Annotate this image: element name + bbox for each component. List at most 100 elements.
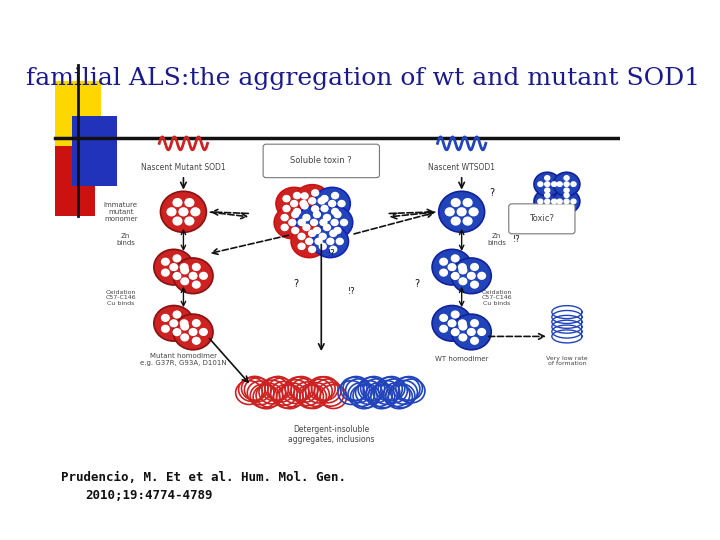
Circle shape — [432, 249, 472, 285]
Circle shape — [449, 320, 456, 327]
Circle shape — [545, 182, 550, 186]
Circle shape — [189, 272, 197, 279]
Circle shape — [180, 320, 188, 327]
Circle shape — [478, 328, 485, 335]
Circle shape — [451, 255, 459, 262]
Circle shape — [161, 191, 207, 232]
Circle shape — [440, 326, 447, 332]
Circle shape — [471, 281, 478, 288]
Circle shape — [534, 172, 561, 196]
Circle shape — [552, 182, 557, 186]
Circle shape — [471, 264, 478, 271]
Circle shape — [185, 199, 194, 206]
Circle shape — [534, 190, 561, 213]
Circle shape — [451, 314, 491, 350]
Text: Mutant homodimer
e.g. G37R, G93A, D101N: Mutant homodimer e.g. G37R, G93A, D101N — [140, 353, 227, 366]
Circle shape — [192, 264, 200, 271]
Circle shape — [306, 238, 312, 245]
Text: Oxidation
C57-C146
Cu binds: Oxidation C57-C146 Cu binds — [105, 289, 136, 306]
Circle shape — [432, 306, 472, 341]
Circle shape — [538, 182, 543, 186]
Circle shape — [440, 258, 447, 265]
Circle shape — [319, 233, 326, 240]
Circle shape — [330, 230, 337, 237]
Circle shape — [300, 200, 307, 207]
Text: !?: !? — [348, 287, 355, 296]
Circle shape — [301, 202, 308, 209]
Bar — [72, 116, 117, 186]
Circle shape — [332, 192, 338, 199]
Circle shape — [289, 219, 296, 226]
Circle shape — [298, 233, 305, 240]
Circle shape — [459, 323, 467, 330]
Circle shape — [451, 311, 459, 318]
Circle shape — [459, 267, 467, 274]
Circle shape — [471, 338, 478, 344]
Circle shape — [459, 320, 466, 327]
Circle shape — [185, 217, 194, 225]
Circle shape — [545, 205, 550, 210]
Circle shape — [538, 199, 543, 204]
Circle shape — [303, 214, 310, 221]
Circle shape — [451, 273, 459, 279]
Circle shape — [180, 264, 188, 271]
Circle shape — [199, 328, 207, 335]
Circle shape — [191, 208, 199, 215]
Text: ?: ? — [490, 188, 495, 198]
Circle shape — [173, 314, 213, 350]
Circle shape — [192, 338, 200, 344]
FancyBboxPatch shape — [263, 144, 379, 178]
Circle shape — [174, 329, 181, 335]
Circle shape — [552, 199, 557, 204]
Circle shape — [438, 191, 485, 232]
Circle shape — [451, 217, 460, 225]
Circle shape — [303, 224, 310, 231]
Circle shape — [334, 227, 341, 234]
Circle shape — [553, 190, 580, 213]
Text: Soluble toxin ?: Soluble toxin ? — [290, 157, 352, 165]
Circle shape — [571, 199, 576, 204]
Text: Zn
binds: Zn binds — [117, 233, 135, 246]
Circle shape — [179, 208, 188, 215]
Circle shape — [291, 200, 297, 207]
Circle shape — [463, 199, 472, 206]
Text: Zn
binds: Zn binds — [487, 233, 506, 246]
Circle shape — [274, 206, 310, 239]
Circle shape — [313, 227, 320, 234]
Circle shape — [341, 219, 348, 226]
Circle shape — [564, 205, 569, 210]
Circle shape — [545, 193, 550, 198]
Circle shape — [336, 238, 343, 245]
Circle shape — [320, 219, 327, 226]
Circle shape — [459, 278, 467, 285]
Circle shape — [318, 198, 325, 204]
Text: Nascent Mutant SOD1: Nascent Mutant SOD1 — [141, 164, 226, 172]
Circle shape — [154, 306, 194, 341]
Text: !?: !? — [328, 249, 336, 258]
Circle shape — [161, 314, 169, 321]
Circle shape — [331, 219, 338, 226]
Circle shape — [199, 272, 207, 279]
Circle shape — [471, 320, 478, 327]
Text: WT homodimer: WT homodimer — [435, 356, 488, 362]
Circle shape — [294, 185, 330, 217]
Circle shape — [309, 198, 315, 204]
Circle shape — [319, 243, 326, 249]
Circle shape — [557, 199, 562, 204]
Circle shape — [338, 200, 345, 207]
Circle shape — [292, 227, 299, 234]
Circle shape — [170, 264, 178, 271]
Circle shape — [298, 219, 305, 226]
Circle shape — [334, 211, 341, 218]
Circle shape — [467, 328, 475, 335]
Circle shape — [440, 314, 447, 321]
Circle shape — [312, 190, 318, 196]
Bar — [55, 146, 94, 216]
Circle shape — [323, 224, 330, 231]
Circle shape — [301, 193, 308, 199]
Circle shape — [174, 311, 181, 318]
Circle shape — [459, 264, 466, 271]
Circle shape — [321, 205, 328, 212]
Circle shape — [467, 272, 475, 279]
Text: ?: ? — [294, 279, 299, 289]
